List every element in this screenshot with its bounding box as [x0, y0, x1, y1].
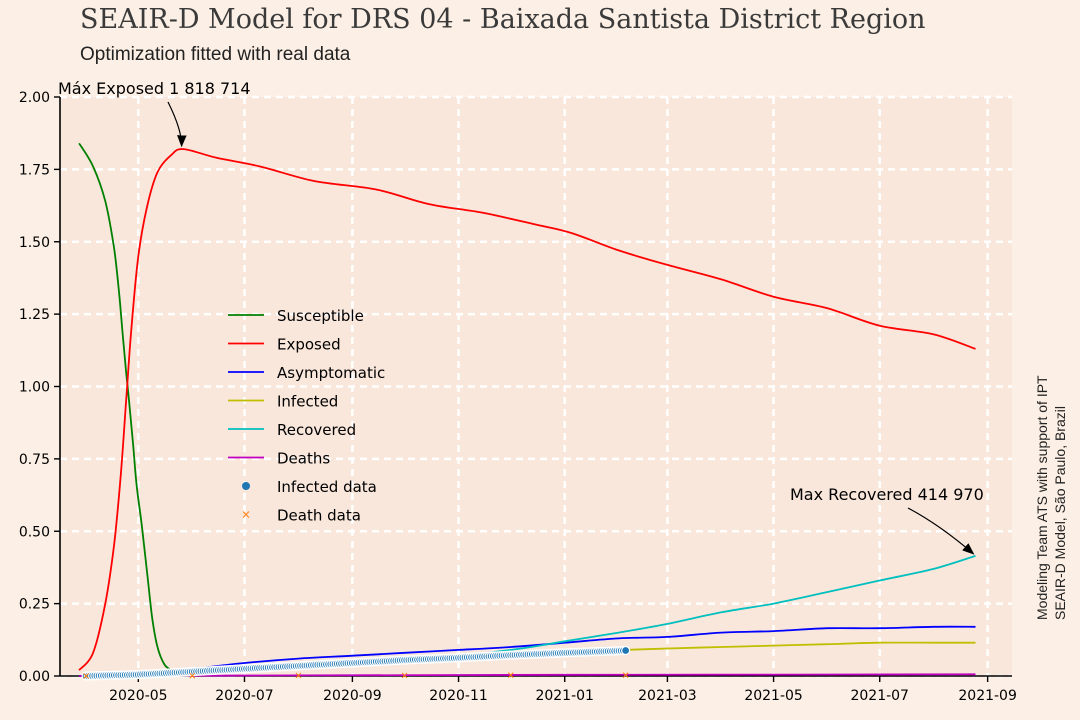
series-line-infected: [625, 641, 976, 651]
legend-label-recovered: Recovered: [277, 421, 356, 439]
grid: [60, 95, 1012, 678]
data-point-death: [507, 672, 514, 678]
side-note: Modeling Team ATS with support of IPT SE…: [1033, 375, 1069, 620]
data-point-infected: [621, 645, 631, 656]
x-tick-label: 2021-07: [850, 688, 909, 704]
x-tick-label: 2021-01: [535, 688, 594, 704]
series-points-death-data: [83, 672, 629, 679]
legend-label-infected-data: Infected data: [277, 478, 377, 496]
data-point-death: [295, 672, 302, 679]
x-tick-label: 2020-07: [215, 688, 274, 704]
legend-label-infected: Infected: [277, 393, 338, 411]
series-line-exposed: [78, 148, 976, 671]
x-tick-label: 2021-05: [744, 688, 803, 704]
y-axis: 0.00 0.25 0.50 0.75 1.00 1.25 1.50 1.75 2.00: [19, 90, 61, 685]
legend: Susceptible Exposed Asymptomatic Infected Re…: [228, 307, 385, 525]
x-tick-label: 2020-05: [109, 688, 168, 704]
series-points-infected-data: [81, 645, 631, 681]
x-tick-label: 2020-11: [429, 688, 488, 704]
data-point-death: [189, 672, 196, 679]
legend-label-death-data: Death data: [277, 507, 361, 525]
chart-title: SEAIR-D Model for DRS 04 - Baixada Santi…: [80, 4, 926, 35]
y-tick-label: 2.00: [19, 90, 50, 106]
side-note-line-1: Modeling Team ATS with support of IPT: [1034, 375, 1050, 620]
data-point-death: [401, 672, 408, 679]
legend-label-susceptible: Susceptible: [277, 307, 364, 325]
y-tick-label: 0.25: [19, 597, 50, 613]
data-point-death: [622, 672, 629, 678]
annotation-max-exposed: Máx Exposed 1 818 714: [58, 79, 251, 98]
annotation-arrow-recovered: [907, 507, 975, 555]
y-tick-label: 1.00: [19, 380, 50, 396]
legend-swatch-infected-data: [242, 482, 250, 490]
y-tick-label: 0.00: [19, 669, 50, 685]
x-tick-label: 2021-09: [958, 688, 1017, 704]
y-tick-label: 1.75: [19, 162, 50, 178]
legend-label-asymptomatic: Asymptomatic: [277, 364, 385, 382]
x-tick-label: 2021-03: [638, 688, 697, 704]
series-line-asymptomatic: [79, 625, 976, 677]
annotation-arrow-exposed: [167, 101, 187, 148]
annotations: Máx Exposed 1 818 714 Max Recovered 414 9…: [58, 79, 984, 555]
side-note-line-2: SEAIR-D Model, São Paulo, Brazil: [1052, 406, 1068, 620]
series-group: [78, 142, 976, 681]
y-tick-label: 0.75: [19, 452, 50, 468]
y-tick-label: 1.25: [19, 307, 50, 323]
annotation-max-recovered: Max Recovered 414 970: [790, 485, 984, 504]
series-line-susceptible: [78, 142, 172, 671]
legend-swatch-death-data: [242, 511, 250, 518]
x-tick-label: 2020-09: [323, 688, 382, 704]
chart-subtitle: Optimization fitted with real data: [80, 44, 351, 65]
legend-label-exposed: Exposed: [277, 336, 341, 354]
y-tick-label: 1.50: [19, 235, 50, 251]
y-tick-label: 0.50: [19, 524, 50, 540]
series-line-deaths: [79, 673, 976, 677]
x-axis: 2020-05 2020-07 2020-09 2020-11 2021-01 2021-…: [60, 675, 1017, 704]
data-point-death: [83, 673, 89, 679]
legend-label-deaths: Deaths: [277, 450, 330, 468]
